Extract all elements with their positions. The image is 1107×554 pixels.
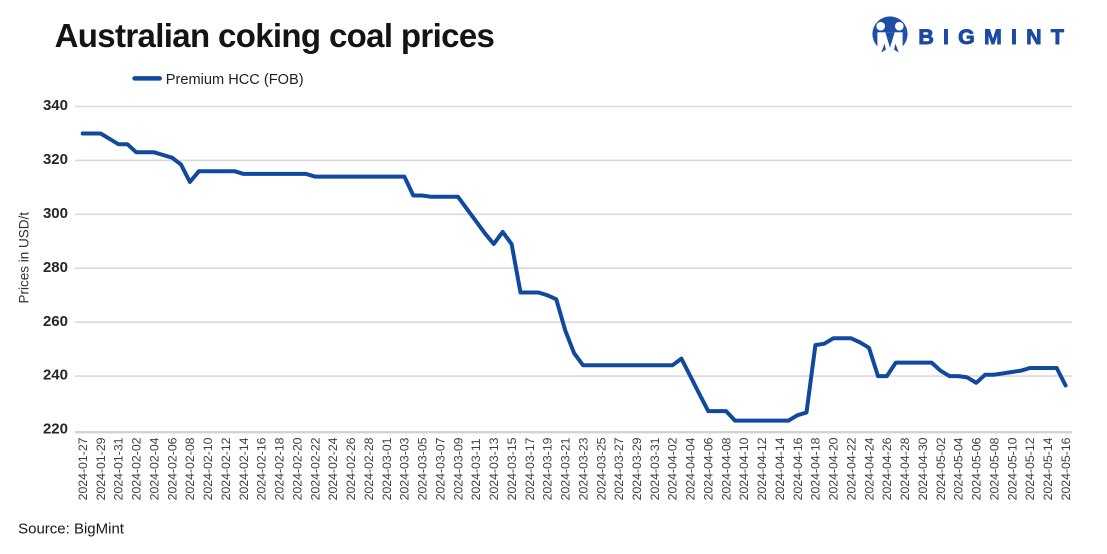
svg-text:2024-05-14: 2024-05-14 bbox=[1041, 437, 1055, 500]
svg-text:2024-03-25: 2024-03-25 bbox=[594, 437, 608, 500]
svg-text:2024-03-19: 2024-03-19 bbox=[541, 437, 555, 500]
svg-text:2024-05-02: 2024-05-02 bbox=[934, 437, 948, 500]
svg-text:2024-02-18: 2024-02-18 bbox=[273, 437, 287, 500]
svg-text:2024-01-31: 2024-01-31 bbox=[112, 437, 126, 500]
svg-text:2024-04-24: 2024-04-24 bbox=[862, 437, 876, 500]
svg-text:2024-04-28: 2024-04-28 bbox=[898, 437, 912, 500]
svg-text:2024-03-27: 2024-03-27 bbox=[612, 437, 626, 500]
svg-text:Source: BigMint: Source: BigMint bbox=[18, 521, 125, 538]
svg-text:240: 240 bbox=[43, 367, 68, 384]
svg-text:2024-05-10: 2024-05-10 bbox=[1005, 437, 1019, 500]
svg-text:300: 300 bbox=[43, 205, 68, 222]
svg-text:2024-04-16: 2024-04-16 bbox=[791, 437, 805, 500]
svg-text:2024-04-30: 2024-04-30 bbox=[916, 437, 930, 500]
svg-text:2024-01-29: 2024-01-29 bbox=[94, 437, 108, 500]
svg-text:2024-02-28: 2024-02-28 bbox=[362, 437, 376, 500]
svg-text:2024-02-08: 2024-02-08 bbox=[183, 437, 197, 500]
svg-text:2024-04-08: 2024-04-08 bbox=[719, 437, 733, 500]
svg-text:2024-04-04: 2024-04-04 bbox=[684, 437, 698, 500]
svg-text:2024-03-11: 2024-03-11 bbox=[469, 438, 483, 500]
svg-text:2024-03-07: 2024-03-07 bbox=[433, 437, 447, 500]
svg-text:2024-04-20: 2024-04-20 bbox=[827, 437, 841, 500]
svg-text:2024-04-14: 2024-04-14 bbox=[773, 437, 787, 500]
svg-text:2024-03-03: 2024-03-03 bbox=[398, 437, 412, 500]
svg-text:2024-03-05: 2024-03-05 bbox=[416, 437, 430, 500]
svg-text:2024-04-26: 2024-04-26 bbox=[880, 437, 894, 500]
svg-text:2024-02-14: 2024-02-14 bbox=[237, 437, 251, 500]
svg-text:BIGMINT: BIGMINT bbox=[918, 25, 1073, 49]
svg-text:2024-02-12: 2024-02-12 bbox=[219, 437, 233, 500]
svg-text:2024-03-29: 2024-03-29 bbox=[630, 437, 644, 500]
svg-text:2024-02-20: 2024-02-20 bbox=[291, 437, 305, 500]
svg-text:220: 220 bbox=[43, 421, 68, 438]
svg-text:2024-03-15: 2024-03-15 bbox=[505, 437, 519, 500]
svg-text:2024-05-04: 2024-05-04 bbox=[952, 437, 966, 500]
svg-text:2024-02-24: 2024-02-24 bbox=[326, 437, 340, 500]
svg-text:2024-02-10: 2024-02-10 bbox=[201, 437, 215, 500]
svg-text:2024-03-31: 2024-03-31 bbox=[648, 437, 662, 500]
svg-text:2024-02-02: 2024-02-02 bbox=[130, 437, 144, 500]
svg-text:2024-04-02: 2024-04-02 bbox=[666, 437, 680, 500]
svg-text:2024-04-12: 2024-04-12 bbox=[755, 437, 769, 500]
svg-text:2024-04-06: 2024-04-06 bbox=[702, 437, 716, 500]
svg-text:2024-05-16: 2024-05-16 bbox=[1059, 437, 1073, 500]
svg-text:2024-03-17: 2024-03-17 bbox=[523, 437, 537, 500]
svg-text:2024-04-10: 2024-04-10 bbox=[737, 437, 751, 500]
svg-text:2024-04-18: 2024-04-18 bbox=[809, 437, 823, 500]
svg-text:2024-01-27: 2024-01-27 bbox=[76, 437, 90, 500]
svg-text:2024-03-01: 2024-03-01 bbox=[380, 437, 394, 500]
svg-text:2024-05-08: 2024-05-08 bbox=[987, 437, 1001, 500]
svg-text:2024-03-13: 2024-03-13 bbox=[487, 437, 501, 500]
svg-text:2024-05-06: 2024-05-06 bbox=[970, 437, 984, 500]
svg-text:2024-02-04: 2024-02-04 bbox=[148, 437, 162, 500]
svg-text:2024-03-23: 2024-03-23 bbox=[576, 437, 590, 500]
svg-text:320: 320 bbox=[43, 151, 68, 168]
svg-text:Australian coking coal prices: Australian coking coal prices bbox=[55, 17, 495, 54]
svg-text:2024-02-22: 2024-02-22 bbox=[308, 437, 322, 500]
svg-text:2024-02-26: 2024-02-26 bbox=[344, 437, 358, 500]
svg-text:Premium HCC (FOB): Premium HCC (FOB) bbox=[166, 72, 304, 88]
svg-text:280: 280 bbox=[43, 259, 68, 276]
svg-text:2024-03-09: 2024-03-09 bbox=[451, 437, 465, 500]
svg-text:2024-04-22: 2024-04-22 bbox=[844, 437, 858, 500]
svg-text:340: 340 bbox=[43, 97, 68, 114]
svg-text:260: 260 bbox=[43, 313, 68, 330]
svg-text:2024-05-12: 2024-05-12 bbox=[1023, 437, 1037, 500]
svg-text:2024-02-16: 2024-02-16 bbox=[255, 437, 269, 500]
svg-text:2024-03-21: 2024-03-21 bbox=[559, 437, 573, 500]
svg-text:Prices in USD/t: Prices in USD/t bbox=[16, 212, 31, 304]
svg-text:2024-02-06: 2024-02-06 bbox=[165, 437, 179, 500]
